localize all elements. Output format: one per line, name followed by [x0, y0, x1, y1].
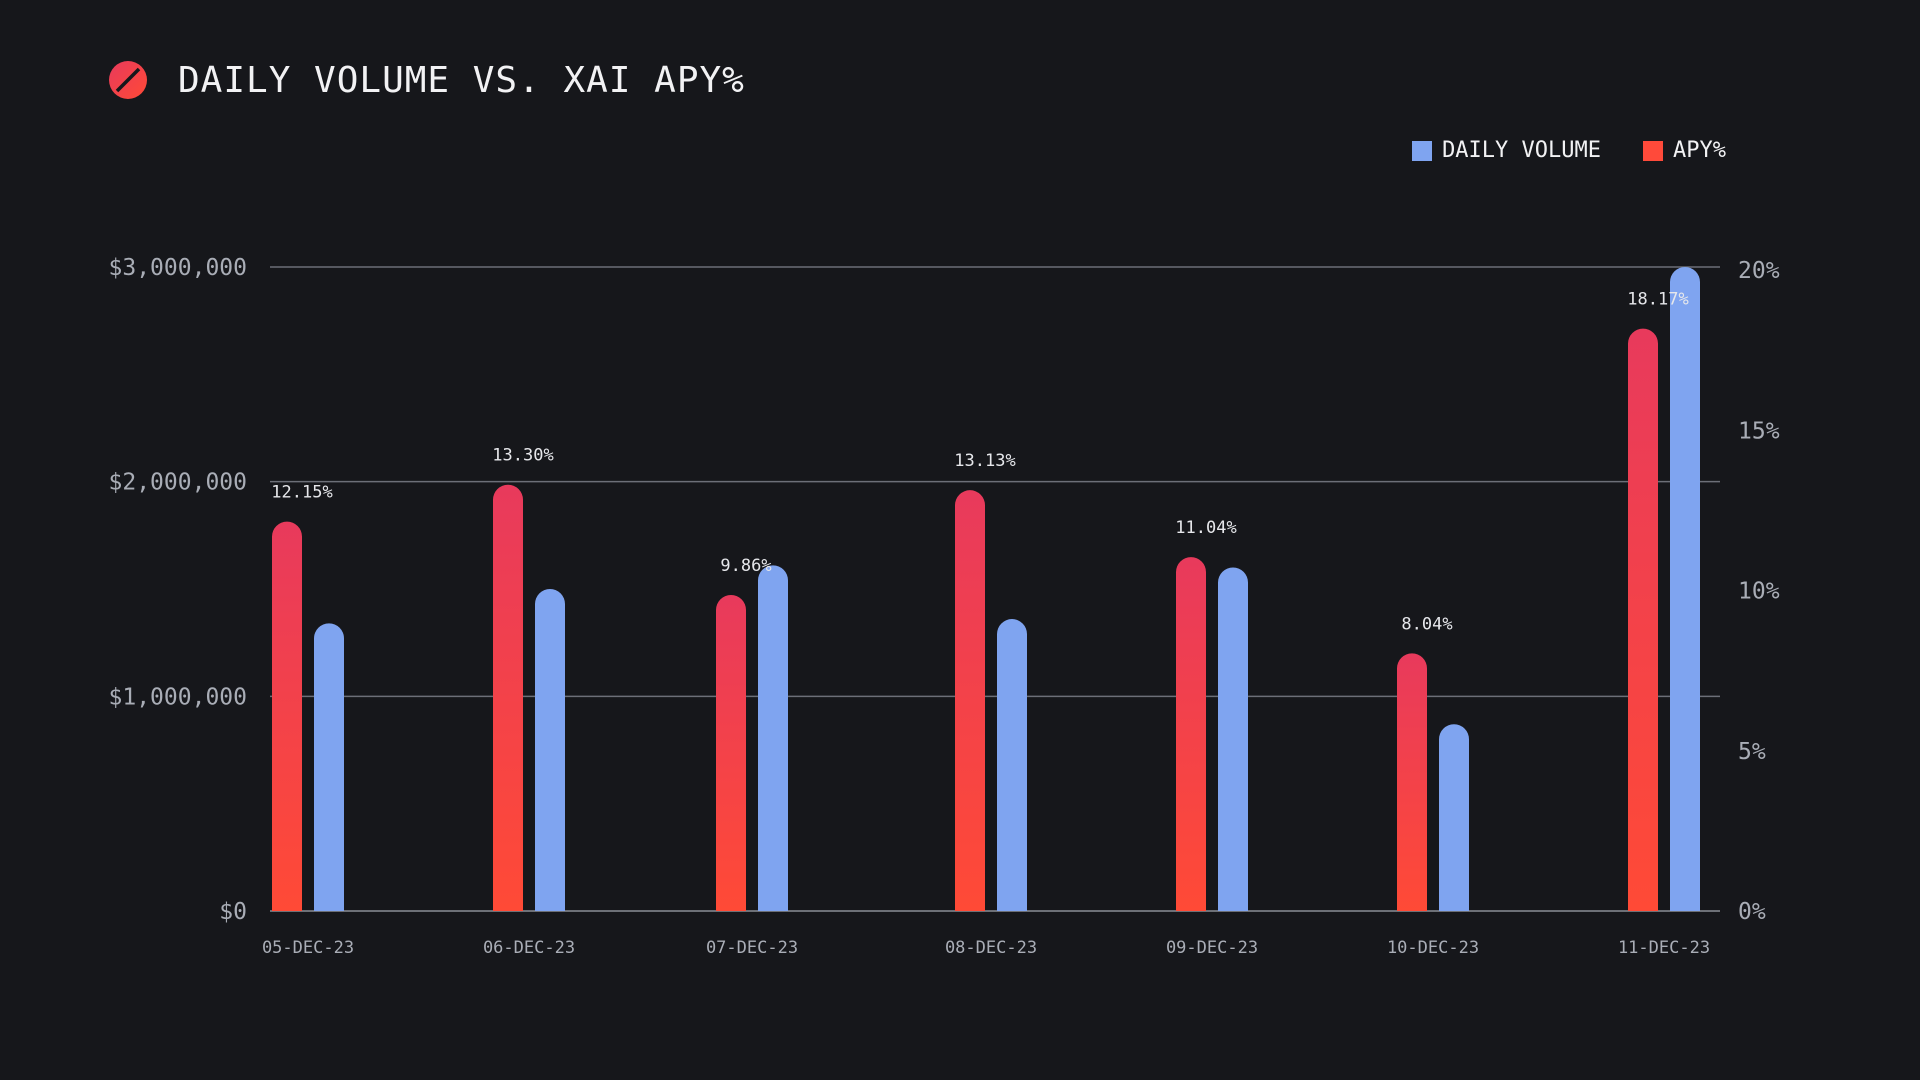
daily-volume-bar[interactable] — [1439, 724, 1469, 911]
chart-title: DAILY VOLUME VS. XAI APY% — [178, 59, 745, 101]
right-axis-tick-label: 0% — [1738, 899, 1766, 925]
daily-volume-bar[interactable] — [997, 619, 1027, 911]
left-axis-tick-label: $2,000,000 — [109, 470, 247, 496]
right-axis-tick-label: 10% — [1738, 579, 1780, 605]
x-axis-category-label: 06-DEC-23 — [483, 938, 575, 958]
right-axis-tick-label: 20% — [1738, 258, 1780, 284]
apy-bar[interactable] — [272, 521, 302, 911]
right-axis-tick-label: 5% — [1738, 739, 1766, 765]
chart-header: DAILY VOLUME VS. XAI APY% — [108, 56, 745, 104]
apy-data-label: 18.17% — [1627, 290, 1688, 310]
left-axis-tick-label: $0 — [219, 899, 247, 925]
daily-volume-bar[interactable] — [535, 589, 565, 911]
apy-bar[interactable] — [493, 484, 523, 911]
x-axis-category-label: 07-DEC-23 — [706, 938, 798, 958]
daily-volume-bar[interactable] — [1670, 267, 1700, 911]
legend-swatch-daily-volume — [1412, 140, 1433, 161]
daily-volume-bar[interactable] — [758, 565, 788, 911]
x-axis-category-label: 08-DEC-23 — [945, 938, 1037, 958]
left-axis-tick-label: $3,000,000 — [109, 255, 247, 281]
apy-data-label: 13.13% — [954, 451, 1015, 471]
apy-data-label: 11.04% — [1175, 518, 1236, 538]
apy-data-label: 13.30% — [492, 446, 553, 466]
brand-logo-icon — [109, 61, 147, 99]
x-axis-category-label: 10-DEC-23 — [1387, 938, 1479, 958]
apy-bar[interactable] — [1397, 653, 1427, 911]
bars-group — [272, 267, 1700, 912]
apy-data-label: 9.86% — [720, 556, 771, 576]
chart-legend: DAILY VOLUME APY% — [1412, 138, 1726, 163]
right-axis-tick-label: 15% — [1738, 418, 1780, 444]
apy-bar[interactable] — [1176, 557, 1206, 911]
legend-item-daily-volume[interactable]: DAILY VOLUME — [1412, 138, 1601, 163]
apy-bar[interactable] — [716, 594, 746, 911]
legend-label-apy: APY% — [1673, 138, 1726, 163]
labels-group: $0 $1,000,000 $2,000,000 $3,000,000 0% 5% 10% 1… — [109, 255, 1780, 958]
apy-bar[interactable] — [1628, 328, 1658, 912]
left-axis-tick-label: $1,000,000 — [109, 684, 247, 710]
daily-volume-bar[interactable] — [314, 623, 344, 911]
daily-volume-bar[interactable] — [1218, 567, 1248, 911]
x-axis-category-label: 09-DEC-23 — [1166, 938, 1258, 958]
x-axis-category-label: 05-DEC-23 — [262, 938, 354, 958]
apy-data-label: 12.15% — [271, 483, 332, 503]
apy-bar[interactable] — [955, 490, 985, 911]
legend-label-daily-volume: DAILY VOLUME — [1442, 138, 1602, 163]
legend-item-apy[interactable]: APY% — [1643, 138, 1726, 163]
x-axis-category-label: 11-DEC-23 — [1618, 938, 1710, 958]
grid-lines — [270, 266, 1720, 912]
apy-data-label: 8.04% — [1401, 614, 1452, 634]
legend-swatch-apy — [1643, 140, 1664, 161]
